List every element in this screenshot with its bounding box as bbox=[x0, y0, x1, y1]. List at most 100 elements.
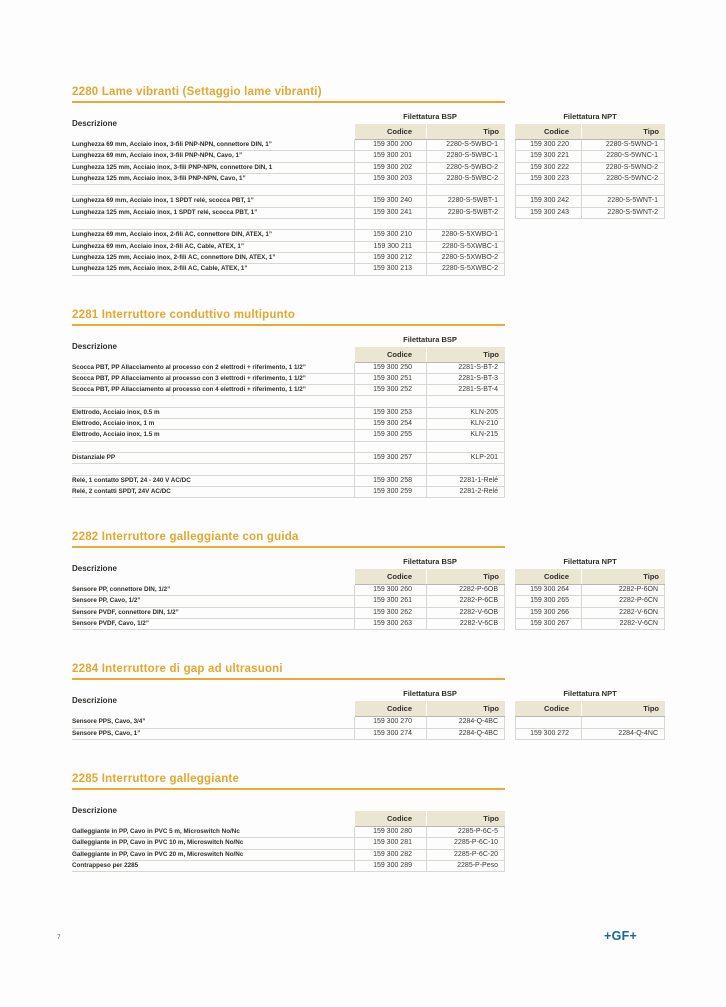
row-description bbox=[72, 219, 355, 230]
bsp-table: Descrizione Filettatura BSP Codice Tipo S… bbox=[72, 686, 505, 740]
row-codice: 159 300 255 bbox=[355, 430, 427, 441]
filettatura-bsp-label bbox=[355, 796, 505, 811]
codice-header: Codice bbox=[355, 569, 427, 585]
row-codice: 159 300 261 bbox=[355, 596, 427, 607]
table-row: Contrappeso per 2285 159 300 289 2285-P-Pe… bbox=[72, 860, 505, 873]
row-tipo: 2280-S-5WNT-2 bbox=[582, 207, 665, 219]
row-codice: 159 300 253 bbox=[355, 407, 427, 419]
row-tipo: 2280-S-5WBC-2 bbox=[427, 173, 505, 185]
row-codice: 159 300 202 bbox=[355, 162, 427, 173]
row-tipo: 2280-S-5XWBC-1 bbox=[427, 241, 505, 252]
row-codice: 159 300 200 bbox=[355, 140, 427, 151]
row-description bbox=[72, 464, 355, 475]
row-description: Sensore PP, Cavo, 1/2” bbox=[72, 596, 355, 607]
row-tipo bbox=[427, 396, 505, 407]
table-row bbox=[72, 396, 505, 408]
column-header-row: Codice Tipo bbox=[515, 701, 665, 718]
column-header-row: Codice Tipo bbox=[355, 124, 505, 140]
row-codice: 159 300 254 bbox=[355, 419, 427, 430]
row-description: Sensore PPS, Cavo, 3/4” bbox=[72, 717, 355, 728]
row-tipo bbox=[427, 219, 505, 230]
row-codice: 159 300 211 bbox=[355, 241, 427, 252]
row-codice: 159 300 252 bbox=[355, 385, 427, 396]
npt-table: Filettatura NPT Codice Tipo 159 300 220 22… bbox=[515, 109, 665, 220]
table-row: Sensore PPS, Cavo, 3/4” 159 300 270 2284-Q… bbox=[72, 717, 505, 729]
row-codice: 159 300 222 bbox=[515, 162, 582, 173]
row-tipo: 2281-S-BT-2 bbox=[427, 362, 505, 373]
row-tipo: 2285-P-6C-20 bbox=[427, 849, 505, 860]
tipo-header: Tipo bbox=[427, 810, 505, 826]
table-row: Scocca PBT, PP Allacciamento al processo… bbox=[72, 373, 505, 386]
row-codice: 159 300 210 bbox=[355, 230, 427, 241]
row-tipo bbox=[427, 441, 505, 452]
column-header-row: Codice Tipo bbox=[355, 569, 505, 586]
row-codice: 159 300 221 bbox=[515, 151, 582, 162]
row-codice: 159 300 272 bbox=[515, 728, 582, 739]
section-title: 2285 Interruttore galleggiante bbox=[72, 773, 505, 790]
row-codice: 159 300 257 bbox=[355, 452, 427, 464]
table-row: Lunghezza 69 mm, Acciaio inox, 1 SPDT re… bbox=[72, 196, 505, 208]
header-columns: Filettatura NPT Codice Tipo bbox=[515, 554, 665, 586]
row-tipo: 2284-Q-4BC bbox=[427, 728, 505, 739]
row-tipo: 2280-S-5XWBO-1 bbox=[427, 230, 505, 241]
row-codice: 159 300 241 bbox=[355, 207, 427, 219]
row-tipo bbox=[582, 717, 665, 728]
row-tipo: 2280-S-5WNT-1 bbox=[582, 196, 665, 207]
header-columns: Filettatura BSP Codice Tipo bbox=[355, 554, 505, 586]
table-row: 159 300 272 2284-Q-4NC bbox=[515, 728, 665, 740]
row-description: Scocca PBT, PP Allacciamento al processo… bbox=[72, 373, 355, 385]
table-row: Lunghezza 69 mm, Acciaio inox, 2-fili AC… bbox=[72, 230, 505, 242]
table-row: Lunghezza 125 mm, Acciaio inox, 3-fili P… bbox=[72, 173, 505, 186]
gf-logo: +GF+ bbox=[604, 929, 638, 943]
row-codice: 159 300 220 bbox=[515, 140, 582, 151]
table-header: Descrizione Filettatura BSP Codice Tipo bbox=[72, 109, 505, 140]
section-title: 2284 Interruttore di gap ad ultrasuoni bbox=[72, 663, 505, 681]
row-tipo: KLN-215 bbox=[427, 430, 505, 441]
codice-header: Codice bbox=[515, 569, 582, 585]
table-header: Descrizione Filettatura BSP Codice Tipo bbox=[72, 686, 505, 718]
column-header-row: Codice Tipo bbox=[355, 810, 505, 827]
filettatura-bsp-label: Filettatura BSP bbox=[403, 689, 457, 699]
row-tipo bbox=[427, 185, 505, 196]
table-header: Filettatura NPT Codice Tipo bbox=[515, 554, 665, 586]
row-description bbox=[72, 441, 355, 452]
row-description: Scocca PBT, PP Allacciamento al processo… bbox=[72, 385, 355, 396]
table-header: Filettatura NPT Codice Tipo bbox=[515, 109, 665, 140]
row-description: Distanziale PP bbox=[72, 452, 355, 464]
table-row bbox=[515, 185, 665, 197]
table-row bbox=[515, 717, 665, 729]
table-row: Galleggiante in PP, Cavo in PVC 5 m, Mic… bbox=[72, 826, 505, 839]
descrizione-label: Descrizione bbox=[72, 341, 117, 351]
table-row: Lunghezza 69 mm, Acciaio inox, 3-fili PN… bbox=[72, 151, 505, 163]
table-row: Sensore PPS, Cavo, 1” 159 300 274 2284-Q-4… bbox=[72, 728, 505, 740]
row-tipo: 2281-S-BT-3 bbox=[427, 373, 505, 385]
table-row bbox=[72, 441, 505, 453]
row-description: Lunghezza 125 mm, Acciaio inox, 2-fili A… bbox=[72, 252, 355, 264]
row-codice: 159 300 267 bbox=[515, 619, 582, 630]
section-2280: 2280 Lame vibranti (Settaggio lame vibra… bbox=[72, 86, 665, 276]
filettatura-npt-label: Filettatura NPT bbox=[563, 689, 617, 699]
row-tipo: 2282-P-6ON bbox=[582, 585, 665, 596]
table-row: 159 300 265 2282-P-6CN bbox=[515, 596, 665, 608]
table-row: Sensore PVDF, connettore DIN, 1/2” 159 30… bbox=[72, 607, 505, 620]
codice-header: Codice bbox=[355, 346, 427, 362]
row-tipo: 2282-P-6CB bbox=[427, 596, 505, 607]
row-tipo: 2282-V-6ON bbox=[582, 607, 665, 619]
row-codice: 159 300 242 bbox=[515, 196, 582, 207]
row-codice bbox=[515, 717, 582, 728]
table-row: Scocca PBT, PP Allacciamento al processo… bbox=[72, 385, 505, 397]
row-tipo: 2280-S-5WBT-2 bbox=[427, 207, 505, 219]
row-codice: 159 300 262 bbox=[355, 607, 427, 619]
row-codice: 159 300 201 bbox=[355, 151, 427, 162]
section-tables: Descrizione Filettatura BSP Codice Tipo S… bbox=[72, 554, 665, 631]
row-tipo: 2280-S-5WNO-2 bbox=[582, 162, 665, 173]
row-tipo: 2282-P-6OB bbox=[427, 585, 505, 596]
column-header-row: Codice Tipo bbox=[355, 701, 505, 718]
tipo-header: Tipo bbox=[582, 701, 665, 717]
row-tipo: 2280-S-5WNC-2 bbox=[582, 173, 665, 185]
row-tipo: 2285-P-6C-5 bbox=[427, 826, 505, 838]
bsp-table: Descrizione Filettatura BSP Codice Tipo L… bbox=[72, 109, 505, 276]
row-tipo: 2282-V-6CN bbox=[582, 619, 665, 630]
row-tipo: 2280-S-5XWBO-2 bbox=[427, 252, 505, 264]
